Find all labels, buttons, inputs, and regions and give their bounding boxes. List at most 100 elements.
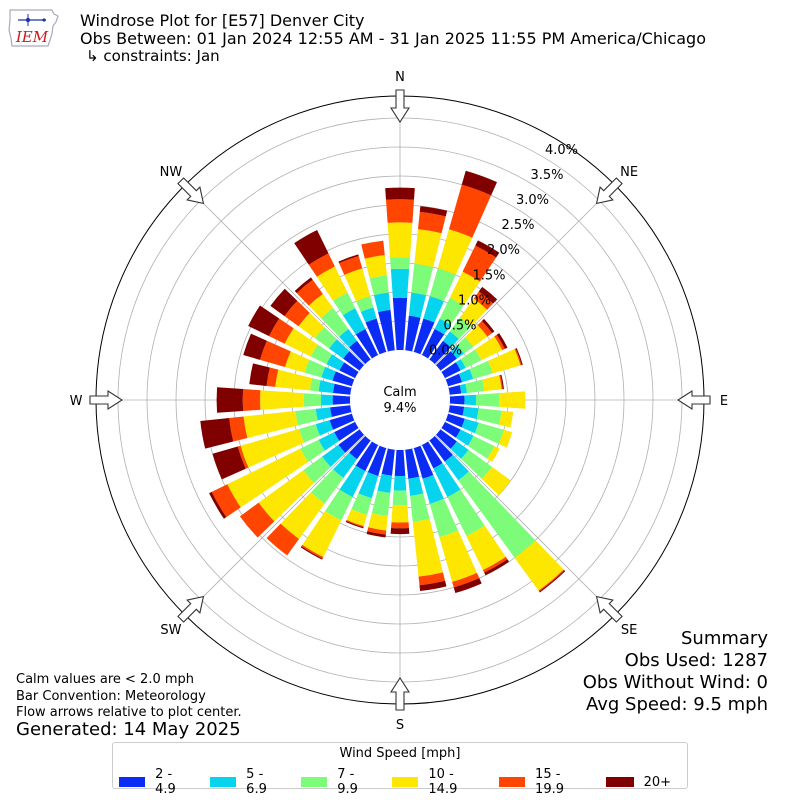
windrose-bar	[212, 446, 246, 480]
legend-swatch	[301, 777, 328, 787]
windrose-bar	[448, 385, 462, 395]
windrose-bar	[449, 395, 465, 405]
windrose-bar	[437, 229, 473, 275]
radial-tick-label: 0.0%	[429, 344, 462, 359]
compass-arrow	[389, 676, 411, 711]
windrose-bar	[447, 489, 485, 537]
windrose-bar	[456, 337, 474, 354]
windrose-bar	[266, 367, 279, 387]
windrose-bar	[321, 394, 333, 406]
windrose-bar	[321, 366, 336, 381]
windrose-bar	[461, 449, 493, 480]
windrose-bar	[300, 439, 325, 463]
radial-tick-label: 2.0%	[487, 243, 520, 258]
generated-date: Generated: 14 May 2025	[16, 719, 241, 740]
windrose-bar	[429, 498, 459, 538]
windrose-bar	[462, 406, 479, 420]
windrose-bar	[303, 393, 322, 407]
windrose-bar	[285, 351, 310, 373]
windrose-bar	[356, 296, 374, 312]
windrose-bar	[367, 445, 387, 476]
windrose-bar	[448, 184, 492, 238]
windrose-bar	[237, 445, 249, 469]
radial-tick-label: 0.5%	[444, 319, 477, 334]
windrose-bar	[200, 417, 234, 449]
legend-label: 7 - 9.9	[337, 767, 358, 797]
compass-label: NW	[160, 165, 183, 180]
windrose-bar	[211, 484, 241, 518]
legend-title: Wind Speed [mph]	[339, 746, 461, 761]
windrose-bar	[320, 307, 349, 337]
windrose-bar	[369, 275, 389, 296]
legend-item: 15 - 19.9	[498, 767, 590, 797]
windrose-bar	[450, 441, 469, 459]
legend: Wind Speed [mph] 2 - 4.9 5 - 6.9 7 - 9.9 10…	[112, 742, 688, 797]
windrose-bar	[259, 340, 291, 368]
windrose-bar	[421, 328, 445, 359]
windrose-bar	[450, 345, 464, 359]
compass-label: N	[395, 70, 405, 85]
windrose-bar	[411, 263, 434, 296]
chart-subtitle: Obs Between: 01 Jan 2024 12:55 AM - 31 J…	[80, 29, 706, 48]
windrose-bar	[216, 387, 244, 413]
grid-spoke	[184, 435, 365, 616]
windrose-bar	[422, 474, 444, 504]
windrose-bar	[405, 448, 420, 479]
compass-label: SW	[160, 623, 181, 638]
windrose-bar	[346, 519, 364, 528]
windrose-bar	[266, 523, 300, 556]
windrose-bar	[243, 333, 267, 360]
windrose-bar	[439, 297, 464, 325]
windrose-bar	[453, 578, 482, 594]
windrose-bar	[499, 391, 526, 409]
windrose-bar	[366, 531, 386, 538]
windrose-bar	[367, 527, 387, 535]
compass-arrow	[389, 89, 411, 124]
windrose-bar	[461, 418, 479, 434]
windrose-bar	[378, 309, 395, 352]
windrose-bar	[346, 509, 368, 527]
windrose-bar	[445, 373, 463, 387]
windrose-bar	[435, 429, 457, 449]
radial-tick-label: 3.5%	[531, 168, 564, 183]
windrose-bar	[303, 456, 331, 484]
legend-swatch	[605, 777, 634, 787]
legend-label: 10 - 14.9	[428, 767, 458, 797]
windrose-bar	[482, 556, 508, 573]
windrose-bar	[377, 473, 393, 493]
windrose-bar	[334, 421, 359, 441]
windrose-bar	[465, 379, 485, 393]
windrose-bar	[392, 490, 408, 506]
windrose-bar	[229, 416, 248, 442]
windrose-bar	[381, 448, 395, 476]
windrose-bar	[393, 475, 407, 491]
calm-note: Calm values are < 2.0 mph	[16, 672, 195, 687]
windrose-bar	[465, 324, 488, 347]
windrose-bar	[460, 298, 488, 327]
summary-obs-without-wind: Obs Without Wind: 0	[582, 672, 768, 693]
compass-label: W	[70, 394, 83, 409]
windrose-bar	[476, 408, 502, 425]
windrose-bar	[269, 318, 294, 344]
windrose-bar	[339, 465, 366, 498]
windrose-bar	[459, 383, 468, 394]
radial-tick-label: 1.0%	[458, 293, 491, 308]
windrose-bar	[408, 292, 427, 318]
windrose-bar	[455, 429, 474, 446]
windrose-bar	[499, 410, 514, 428]
windrose-bar	[364, 255, 387, 279]
windrose-bar	[318, 380, 335, 393]
windrose-bar	[481, 466, 511, 496]
windrose-bar	[342, 308, 366, 335]
compass-arrow	[595, 177, 623, 205]
windrose-bar	[361, 240, 385, 259]
windrose-bar	[295, 408, 318, 426]
windrose-bar	[412, 518, 443, 577]
windrose-bar	[318, 432, 340, 451]
windrose-bar	[345, 520, 364, 529]
windrose-bar	[243, 410, 299, 439]
windrose-bar	[390, 257, 410, 270]
windrose-bar	[496, 333, 508, 349]
windrose-bar	[332, 383, 352, 395]
